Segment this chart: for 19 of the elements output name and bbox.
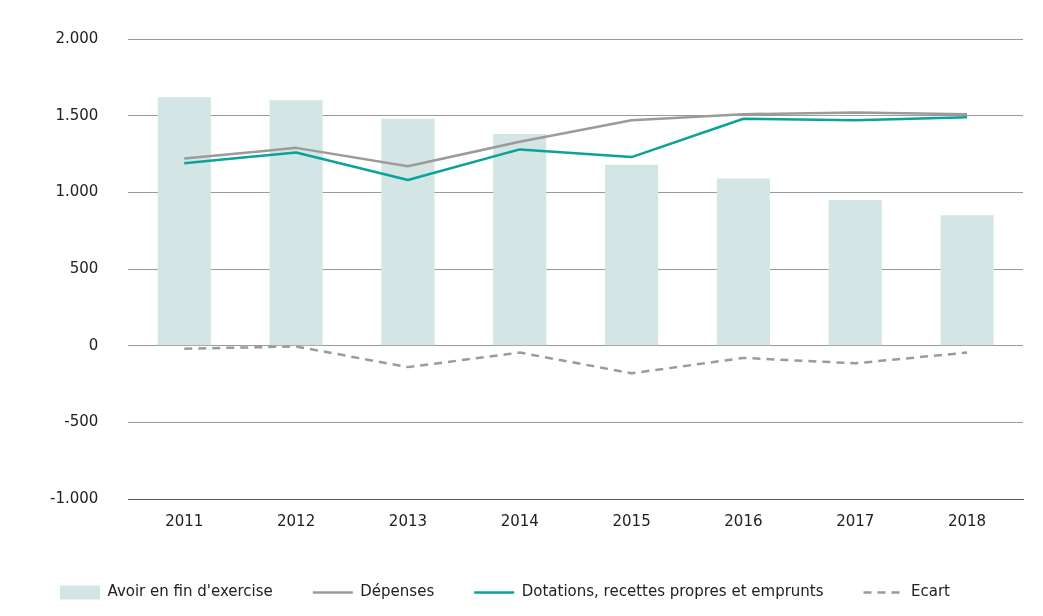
x-tick-label: 2018 — [947, 511, 987, 530]
x-tick-label: 2017 — [836, 511, 875, 530]
x-tick-label: 2014 — [500, 511, 539, 530]
y-tick-label: 0 — [88, 335, 99, 354]
legend-label: Ecart — [911, 582, 951, 601]
y-tick-label: 1.000 — [55, 182, 99, 201]
y-tick-label: -1.000 — [50, 488, 99, 507]
x-tick-label: 2016 — [724, 511, 763, 530]
y-tick-label: 500 — [69, 258, 99, 277]
x-tick-label: 2013 — [388, 511, 428, 530]
legend-label: Avoir en fin d'exercise — [107, 582, 273, 601]
x-tick-label: 2012 — [277, 511, 316, 530]
x-tick-label: 2011 — [165, 511, 204, 530]
y-tick-label: 1.500 — [55, 105, 99, 124]
y-tick-label: -500 — [64, 412, 99, 431]
x-tick-label: 2015 — [612, 511, 651, 530]
legend-label: Dépenses — [360, 582, 435, 601]
y-tick-label: 2.000 — [55, 28, 99, 47]
legend-label: Dotations, recettes propres et emprunts — [521, 582, 824, 601]
